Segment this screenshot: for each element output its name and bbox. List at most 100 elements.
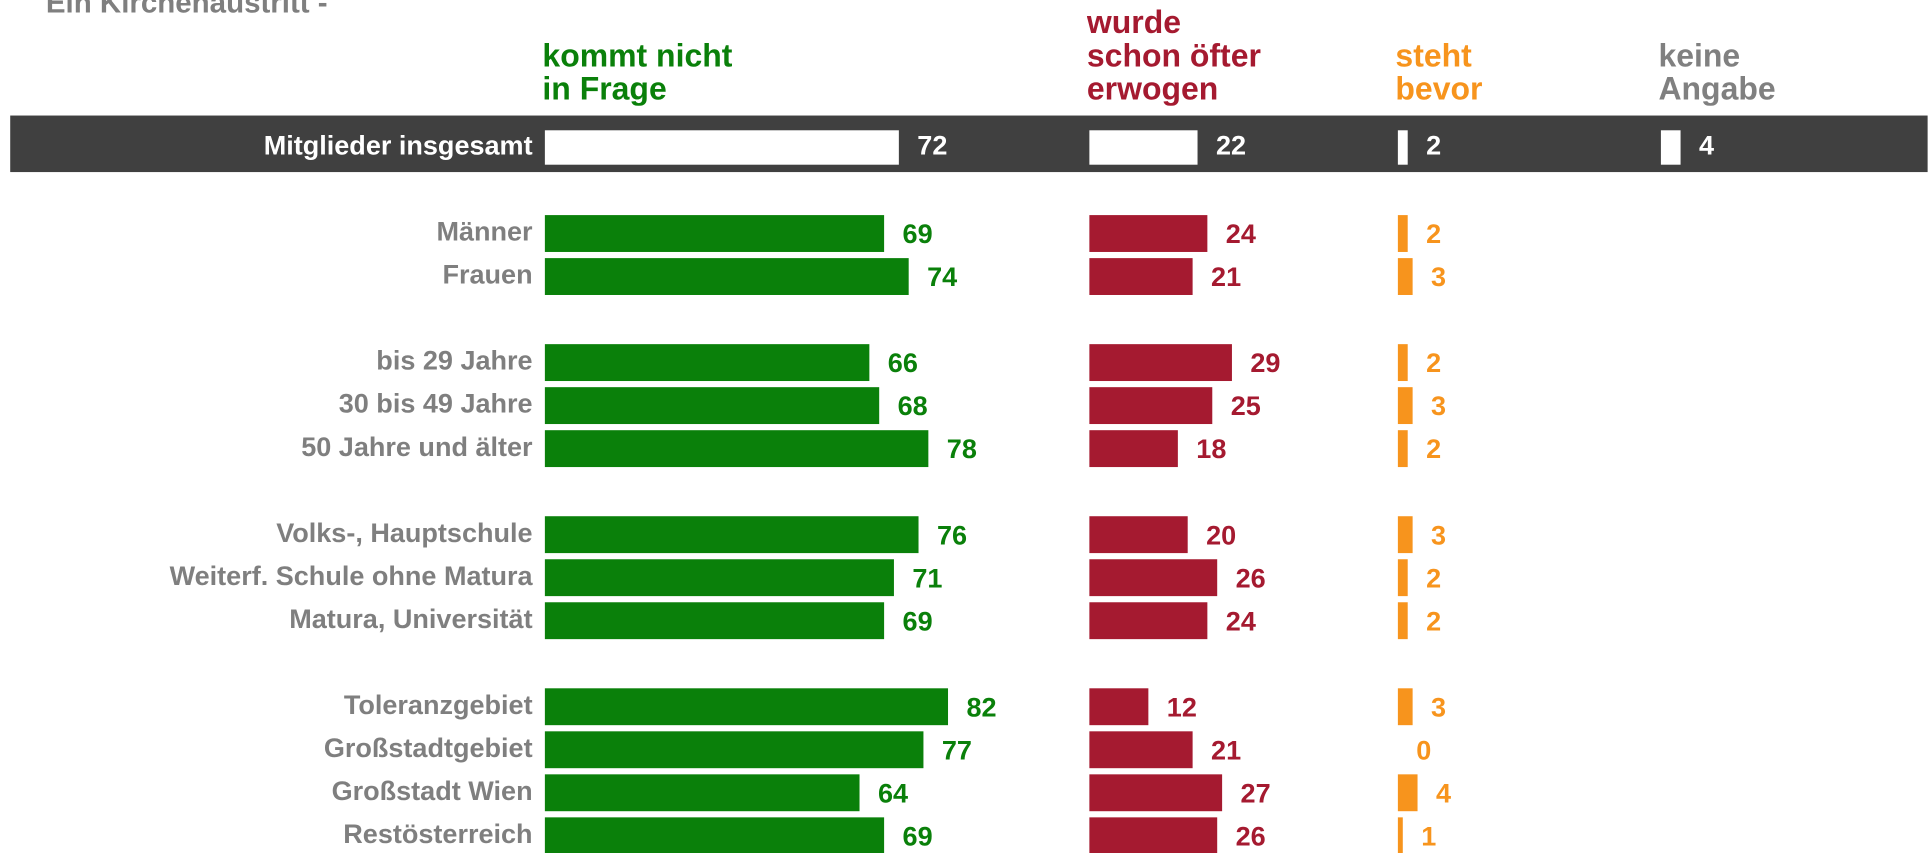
bar <box>1397 559 1408 597</box>
value-label: 69 <box>903 219 933 249</box>
bar <box>544 688 949 726</box>
value-label: 3 <box>1431 520 1446 550</box>
bar <box>1397 344 1408 382</box>
category-label: Volks-, Hauptschule <box>276 518 532 548</box>
value-label: 69 <box>903 821 933 851</box>
legend-label: keine Angabe <box>1658 36 1776 106</box>
value-label: 20 <box>1206 520 1236 550</box>
category-label: Weiterf. Schule ohne Matura <box>170 561 534 591</box>
bar <box>1089 215 1208 252</box>
category-label: Frauen <box>442 260 532 290</box>
bar <box>1089 430 1178 468</box>
bar <box>544 516 919 554</box>
value-label: 4 <box>1436 778 1451 808</box>
bar <box>1089 774 1223 812</box>
bar <box>1089 258 1193 295</box>
bar <box>1397 516 1413 554</box>
value-label: 2 <box>1426 563 1441 593</box>
value-label: 18 <box>1196 434 1226 464</box>
value-label: 22 <box>1216 131 1246 161</box>
value-label: 2 <box>1426 348 1441 378</box>
value-label: 1 <box>1421 821 1436 851</box>
bar <box>1089 130 1198 165</box>
bar <box>544 602 885 640</box>
bar <box>1089 817 1218 853</box>
category-label: Großstadtgebiet <box>324 733 533 763</box>
bar <box>1089 344 1232 382</box>
category-label: bis 29 Jahre <box>376 346 532 376</box>
value-label: 2 <box>1426 131 1441 161</box>
bar <box>1397 130 1408 165</box>
value-label: 64 <box>878 778 908 808</box>
chart-title: Ein Kirchenaustritt - <box>46 0 328 20</box>
value-label: 2 <box>1426 606 1441 636</box>
value-label: 24 <box>1226 606 1256 636</box>
bar <box>1089 516 1188 554</box>
bar <box>544 817 885 853</box>
bar <box>1397 215 1408 252</box>
value-label: 26 <box>1236 821 1266 851</box>
category-label: Großstadt Wien <box>332 776 533 806</box>
category-label: Männer <box>436 217 533 247</box>
bar <box>544 215 885 252</box>
bar <box>544 774 860 812</box>
category-label: Matura, Universität <box>289 604 532 634</box>
value-label: 0 <box>1416 735 1431 765</box>
bar <box>1397 387 1413 425</box>
value-label: 78 <box>947 434 977 464</box>
bar <box>1397 602 1408 640</box>
value-label: 24 <box>1226 219 1256 249</box>
category-label: Mitglieder insgesamt <box>264 131 533 161</box>
value-label: 69 <box>903 606 933 636</box>
bar <box>1397 688 1413 726</box>
value-label: 21 <box>1211 262 1241 292</box>
bar <box>544 430 929 468</box>
bar <box>544 258 909 295</box>
value-label: 4 <box>1699 131 1714 161</box>
bar <box>1397 258 1413 295</box>
bar <box>1397 430 1408 468</box>
bar <box>1397 774 1418 812</box>
value-label: 66 <box>888 348 918 378</box>
bar <box>1660 130 1681 165</box>
value-label: 3 <box>1431 391 1446 421</box>
value-label: 82 <box>966 692 996 722</box>
legend-label: wurde schon öfter erwogen <box>1086 3 1261 106</box>
bar <box>1089 387 1213 425</box>
category-label: Toleranzgebiet <box>344 690 533 720</box>
total-band <box>10 115 1928 173</box>
value-label: 27 <box>1241 778 1271 808</box>
bar <box>544 731 924 769</box>
value-label: 71 <box>912 563 942 593</box>
bar <box>1089 602 1208 640</box>
value-label: 74 <box>927 262 957 292</box>
category-label: 30 bis 49 Jahre <box>339 389 533 419</box>
bar <box>544 387 880 425</box>
value-label: 3 <box>1431 262 1446 292</box>
bar <box>544 344 870 382</box>
value-label: 21 <box>1211 735 1241 765</box>
category-label: Restösterreich <box>343 819 532 849</box>
value-label: 29 <box>1250 348 1280 378</box>
series-header: wurde schon öfter erwogen <box>1086 3 1261 106</box>
bar <box>1089 559 1218 597</box>
value-label: 72 <box>917 131 947 161</box>
bar <box>544 559 894 597</box>
bar <box>1397 817 1403 853</box>
series-header: kommt nicht in Frage <box>542 36 733 106</box>
legend-label: kommt nicht in Frage <box>542 36 733 106</box>
bar <box>1089 688 1149 726</box>
bar <box>544 130 899 165</box>
value-label: 2 <box>1426 219 1441 249</box>
value-label: 2 <box>1426 434 1441 464</box>
legend-label: steht bevor <box>1395 36 1483 106</box>
category-label: 50 Jahre und älter <box>301 432 533 462</box>
value-label: 68 <box>898 391 928 421</box>
value-label: 76 <box>937 520 967 550</box>
value-label: 77 <box>942 735 972 765</box>
series-header: steht bevor <box>1395 36 1483 106</box>
bar <box>1089 731 1193 769</box>
value-label: 25 <box>1231 391 1261 421</box>
